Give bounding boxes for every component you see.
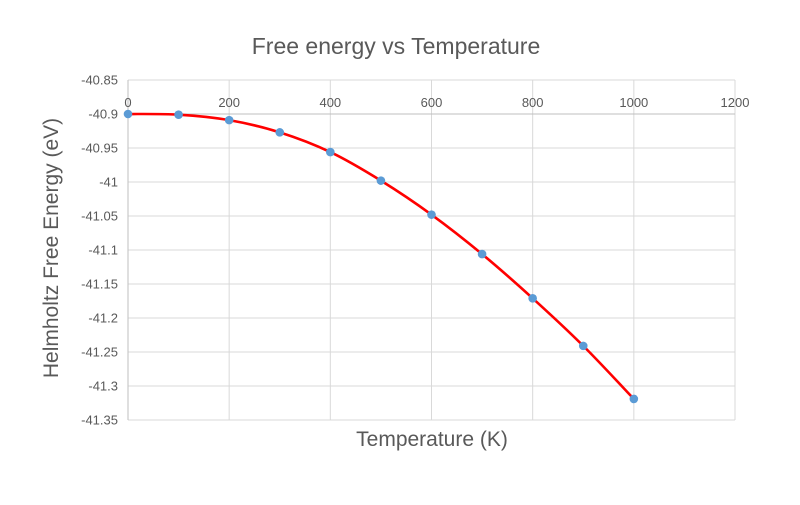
data-point: [629, 394, 639, 404]
data-point: [275, 128, 285, 137]
data-point: [578, 341, 588, 351]
data-point: [224, 115, 234, 125]
data-point: [477, 249, 487, 259]
y-tick-label: -41.35: [81, 413, 118, 428]
x-tick-label: 400: [319, 95, 341, 110]
data-point: [376, 176, 386, 185]
x-tick-label: 1200: [721, 95, 750, 110]
x-axis-title: Temperature (K): [356, 428, 508, 451]
chart-title: Free energy vs Temperature: [252, 33, 541, 59]
series-line: [126, 112, 636, 401]
x-tick-label: 800: [522, 95, 544, 110]
y-tick-label: -41.25: [81, 345, 118, 360]
data-series: [123, 109, 639, 404]
y-tick-labels: -40.85 -40.9 -40.95 -41 -41.05 -41.1 -41.15 -41…: [81, 73, 118, 428]
y-tick-label: -41.2: [88, 311, 118, 326]
y-tick-label: -40.85: [81, 73, 118, 88]
x-tick-label: 600: [421, 95, 443, 110]
y-tick-label: -41.05: [81, 209, 118, 224]
y-tick-label: -40.95: [81, 141, 118, 156]
x-tick-label: 0: [124, 95, 131, 110]
axes: [127, 80, 735, 420]
y-tick-label: -40.9: [88, 107, 118, 122]
y-tick-label: -41: [99, 175, 118, 190]
data-point: [528, 293, 537, 303]
y-tick-label: -41.1: [88, 243, 118, 258]
x-tick-labels: 0 200 400 600 800 1000 1200: [124, 95, 749, 110]
gridlines: [127, 79, 736, 421]
y-tick-label: -41.15: [81, 277, 118, 292]
data-point: [174, 110, 183, 119]
y-tick-label: -41.3: [88, 379, 118, 394]
x-tick-label: 200: [218, 95, 240, 110]
y-axis-title: Helmholtz Free Energy (eV): [40, 118, 63, 378]
data-point: [123, 109, 133, 119]
data-point: [326, 147, 335, 157]
data-point: [427, 210, 436, 219]
x-tick-label: 1000: [619, 95, 648, 110]
